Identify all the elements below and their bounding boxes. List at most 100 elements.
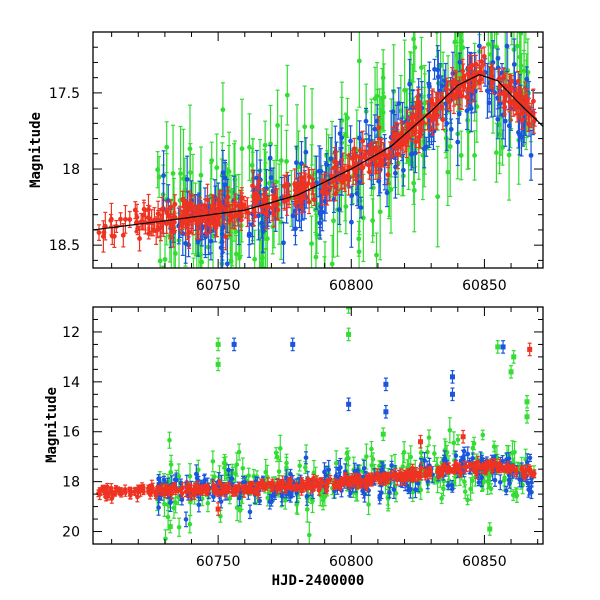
point-marker xyxy=(517,133,522,138)
point-marker xyxy=(225,261,230,266)
x-tick-label: 60850 xyxy=(462,278,507,294)
point-marker xyxy=(334,160,339,165)
point-marker xyxy=(246,211,251,216)
point-marker xyxy=(123,217,128,222)
point-marker xyxy=(227,218,232,223)
point-marker xyxy=(389,187,394,192)
point-marker xyxy=(412,188,417,193)
point-marker xyxy=(448,144,453,149)
point-marker xyxy=(183,241,188,246)
point-marker xyxy=(489,11,494,16)
point-marker xyxy=(345,116,350,121)
green-data-point xyxy=(459,131,464,180)
point-marker xyxy=(307,200,312,205)
red-data-point xyxy=(108,214,113,226)
point-marker xyxy=(507,153,512,158)
top-data-points xyxy=(97,0,538,364)
point-marker xyxy=(322,288,327,293)
point-marker xyxy=(405,121,410,126)
point-marker xyxy=(401,168,406,173)
point-marker xyxy=(523,95,528,100)
point-marker xyxy=(247,145,252,150)
point-marker xyxy=(495,117,500,122)
point-marker xyxy=(388,150,393,155)
point-marker xyxy=(268,156,273,161)
bottom-plot-area xyxy=(96,301,536,548)
point-marker xyxy=(370,148,375,153)
point-marker xyxy=(433,116,438,121)
point-marker xyxy=(323,271,328,276)
point-marker xyxy=(275,123,280,128)
point-marker xyxy=(121,233,126,238)
point-marker xyxy=(328,185,333,190)
point-marker xyxy=(141,213,146,218)
point-marker xyxy=(147,216,152,221)
point-marker xyxy=(171,230,176,235)
point-marker xyxy=(318,210,323,215)
point-marker xyxy=(158,225,163,230)
point-marker xyxy=(274,196,279,201)
point-marker xyxy=(235,212,240,217)
point-marker xyxy=(314,255,319,260)
point-marker xyxy=(338,131,343,136)
green-data-point xyxy=(263,121,268,169)
point-marker xyxy=(179,222,184,227)
point-marker xyxy=(227,169,232,174)
bottom-panel: 60750 60800 608501214161820 Magnitude HJD-… xyxy=(44,301,543,589)
point-marker xyxy=(410,114,415,119)
point-marker xyxy=(381,75,386,80)
point-marker xyxy=(233,203,238,208)
point-marker xyxy=(459,153,464,158)
point-marker xyxy=(214,225,219,230)
point-marker xyxy=(257,268,262,273)
x-tick-label: 60800 xyxy=(329,278,374,294)
point-marker xyxy=(163,257,168,262)
point-marker xyxy=(366,163,371,168)
point-marker xyxy=(524,77,529,82)
blue-data-point xyxy=(449,119,454,139)
point-marker xyxy=(269,175,274,180)
point-marker xyxy=(256,179,261,184)
point-marker xyxy=(453,8,458,13)
green-data-point xyxy=(228,493,233,504)
point-marker xyxy=(302,124,307,129)
point-marker xyxy=(447,100,452,105)
point-marker xyxy=(465,118,470,123)
point-marker xyxy=(406,158,411,163)
x-tick-label: 60750 xyxy=(196,278,241,294)
point-marker xyxy=(195,217,200,222)
point-marker xyxy=(516,79,521,84)
point-marker xyxy=(217,214,222,219)
point-marker xyxy=(102,230,107,235)
point-marker xyxy=(309,241,314,246)
point-marker xyxy=(234,252,239,257)
point-marker xyxy=(211,205,216,210)
point-marker xyxy=(298,188,303,193)
point-marker xyxy=(461,75,466,80)
point-marker xyxy=(239,196,244,201)
green-data-point xyxy=(221,83,226,137)
point-marker xyxy=(155,167,160,172)
point-marker xyxy=(529,153,534,158)
point-marker xyxy=(292,182,297,187)
green-data-point xyxy=(357,15,362,107)
point-marker xyxy=(166,214,171,219)
bottom-data-points xyxy=(96,301,536,548)
point-marker xyxy=(411,37,416,42)
point-marker xyxy=(285,93,290,98)
y-tick-label: 17.5 xyxy=(49,86,80,102)
point-marker xyxy=(303,150,308,155)
point-marker xyxy=(485,88,490,93)
point-marker xyxy=(374,253,379,258)
point-marker xyxy=(409,152,414,157)
point-marker xyxy=(331,179,336,184)
point-marker xyxy=(250,163,255,168)
point-marker xyxy=(422,146,427,151)
green-data-point xyxy=(240,99,245,198)
point-marker xyxy=(455,140,460,145)
point-marker xyxy=(137,236,142,241)
point-marker xyxy=(180,197,185,202)
point-marker xyxy=(376,125,381,130)
point-marker xyxy=(223,234,228,239)
red-data-point xyxy=(310,179,315,195)
